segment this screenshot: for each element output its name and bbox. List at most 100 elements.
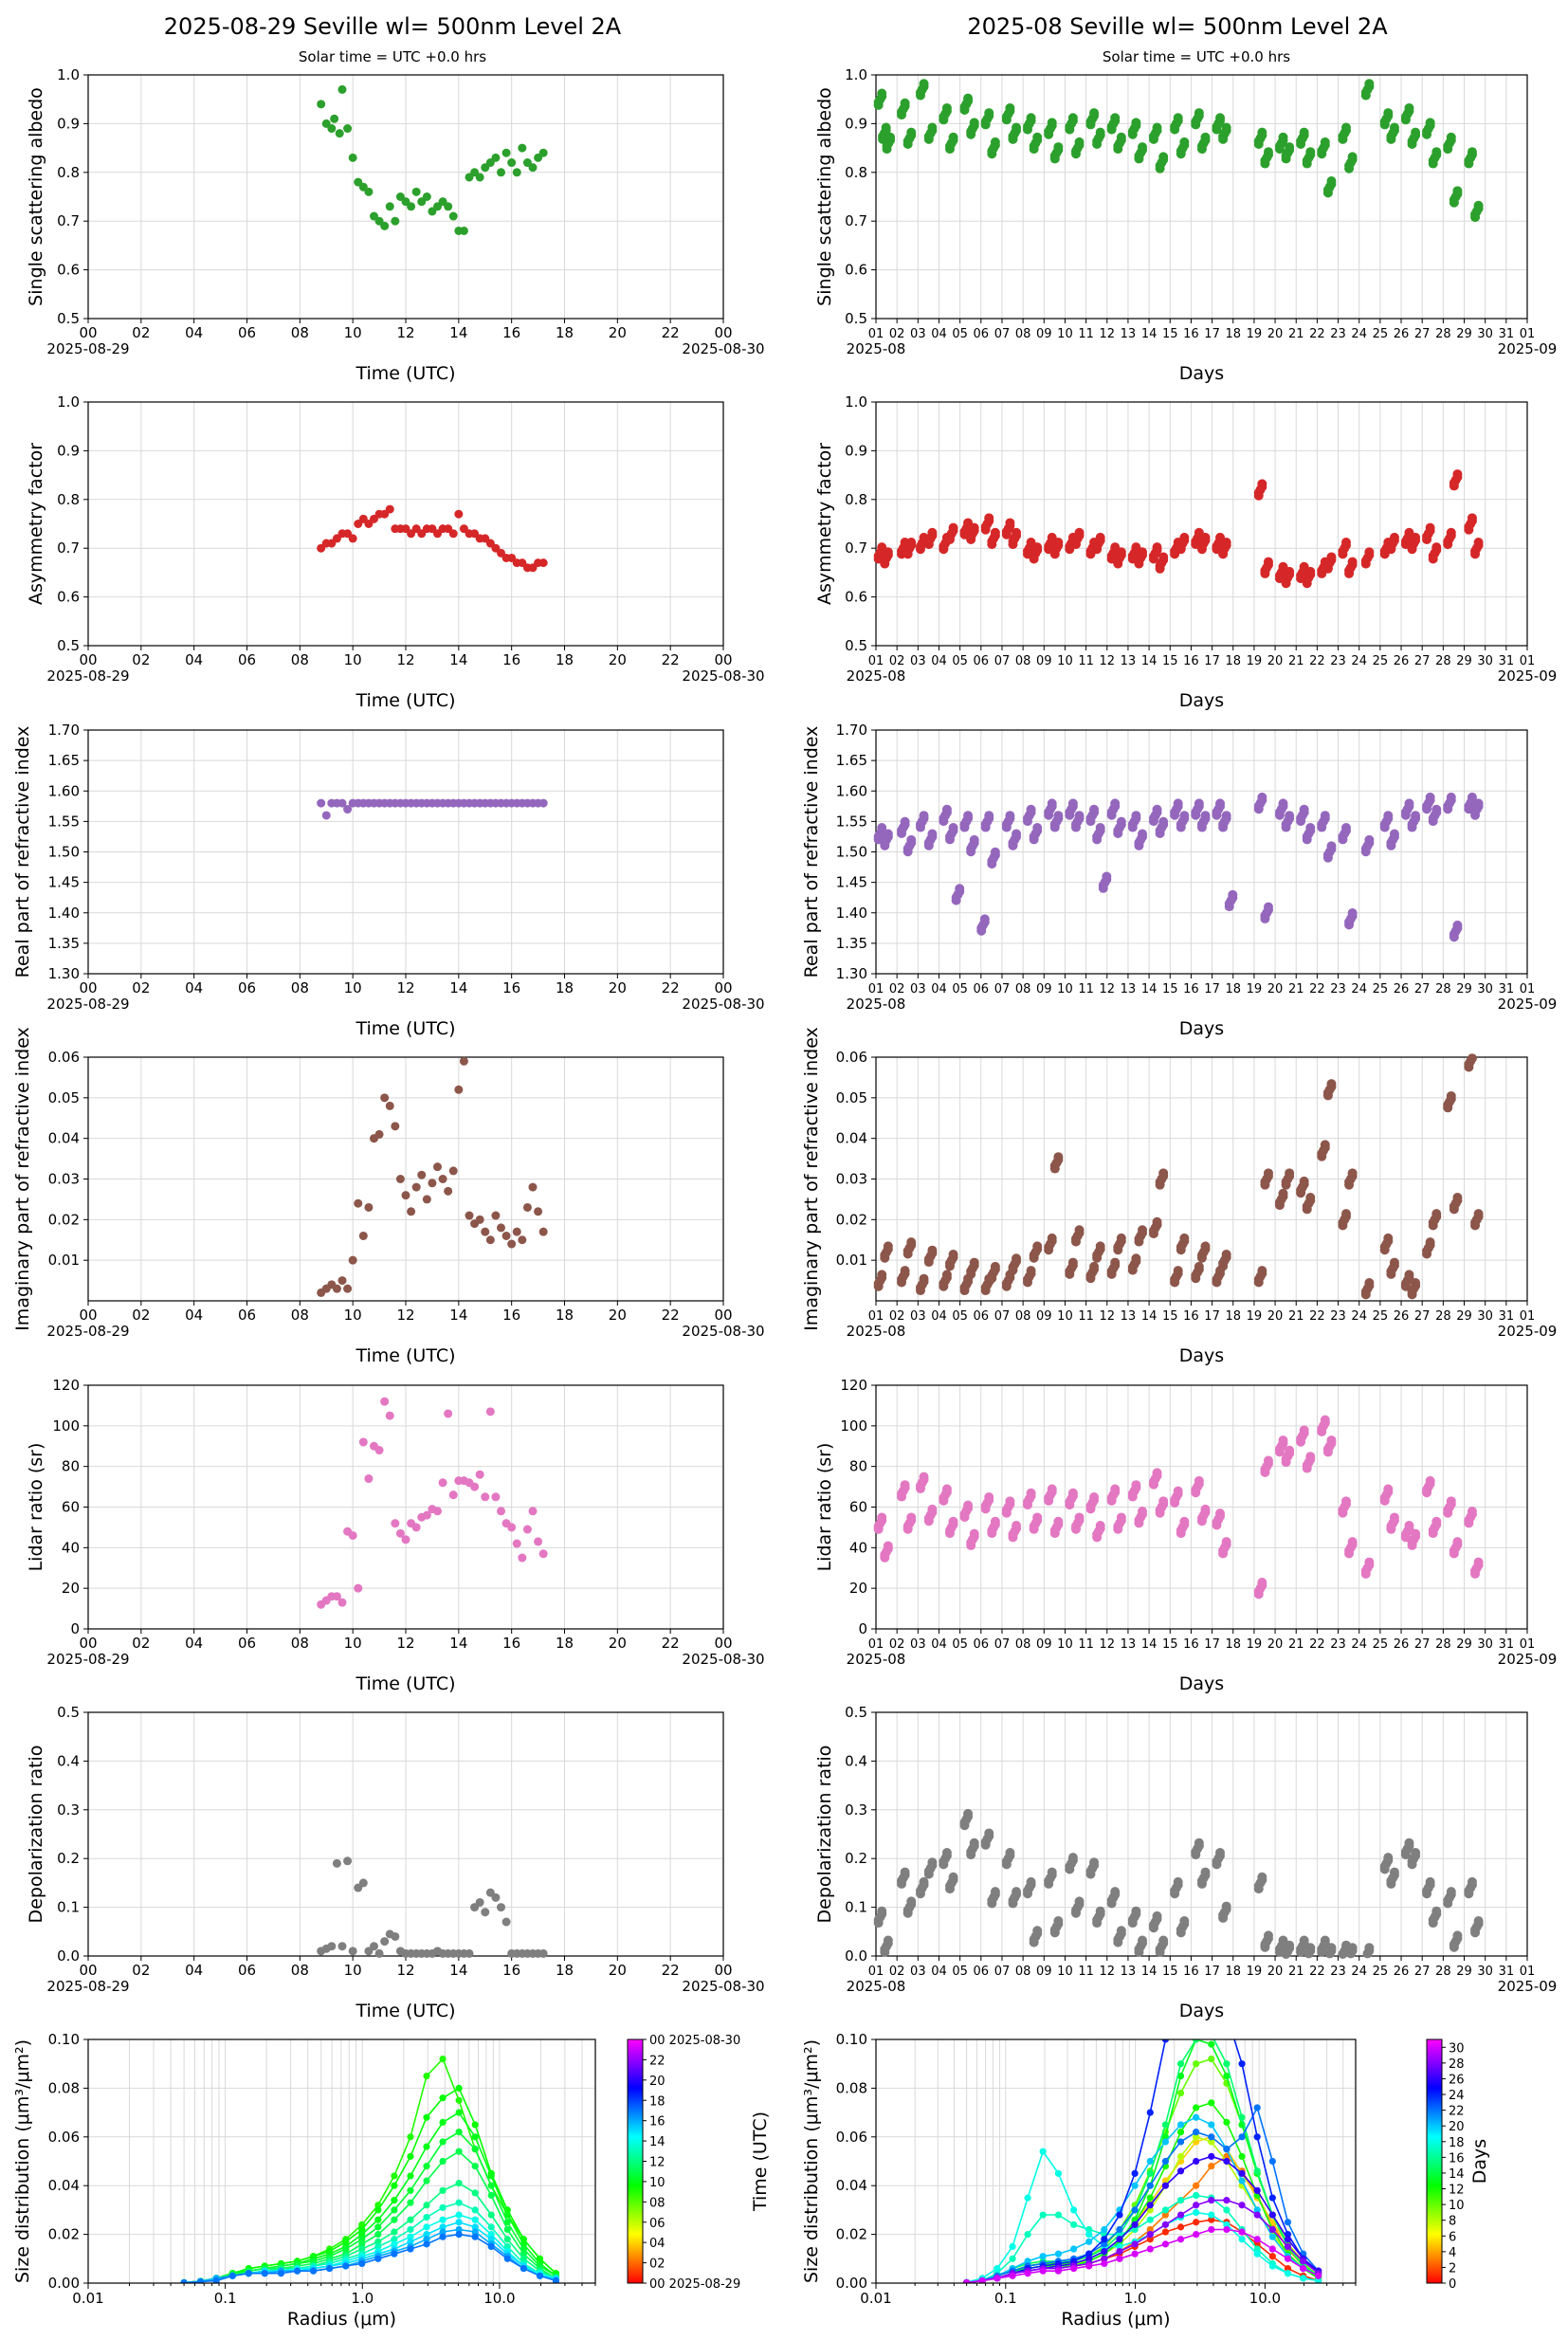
- data-point: [1113, 558, 1123, 569]
- data-point: [923, 1869, 934, 1879]
- data-point: [906, 1237, 917, 1248]
- data-point: [1191, 1488, 1201, 1498]
- data-point: [1026, 1488, 1036, 1498]
- x-end-label: 2025-08-30: [682, 1323, 764, 1340]
- x-tick-label: 11: [1078, 982, 1094, 996]
- data-point: [1422, 1249, 1432, 1259]
- data-point: [923, 840, 934, 850]
- x-tick-label: 18: [556, 1307, 574, 1324]
- data-point: [1467, 147, 1477, 157]
- data-point: [969, 834, 979, 845]
- data-point: [1008, 1265, 1018, 1275]
- colorbar-tick-label: 26: [1449, 2073, 1465, 2087]
- x-tick-label: 10: [344, 1962, 362, 1979]
- data-point: [380, 221, 390, 230]
- data-point: [395, 1528, 405, 1538]
- data-point: [1425, 1475, 1435, 1486]
- series-point: [1101, 2259, 1108, 2268]
- series-point: [1146, 2236, 1154, 2243]
- data-point: [337, 84, 347, 94]
- series-point: [1300, 2264, 1307, 2273]
- data-point: [1326, 1079, 1337, 1089]
- data-point: [1008, 840, 1018, 850]
- data-point: [1127, 822, 1138, 832]
- series-point: [358, 2231, 366, 2239]
- x-start-label: 2025-08: [847, 667, 906, 685]
- data-point: [1067, 113, 1078, 123]
- data-point: [374, 1129, 384, 1139]
- series-line: [184, 2057, 556, 2283]
- data-point: [391, 1122, 400, 1131]
- series-point: [455, 2219, 463, 2226]
- data-point: [1134, 1236, 1144, 1247]
- data-point: [1155, 563, 1165, 574]
- x-tick-label: 14: [1141, 1637, 1158, 1652]
- monthly-depol-panel: 01 02 03 04 05 06 07 08 09 10 11 12 13 14 15 16 17 18 19 20…: [814, 1704, 1557, 2021]
- data-point: [1196, 1252, 1207, 1263]
- data-point: [1012, 1521, 1022, 1531]
- series-point: [342, 2238, 350, 2245]
- monthly-lidar-panel: 01 02 03 04 05 06 07 08 09 10 11 12 13 14 15 16 17 18 19 20…: [814, 1377, 1557, 1694]
- x-tick-label: 08: [1015, 327, 1031, 341]
- data-point: [507, 158, 517, 168]
- data-point: [1131, 118, 1141, 128]
- data-point: [1263, 1455, 1273, 1466]
- x-tick-label: 12: [396, 651, 414, 668]
- colorbar-tick-label: 0: [1449, 2277, 1456, 2292]
- colorbar-tick-label: 12: [1449, 2184, 1465, 2198]
- y-tick-label: 1.45: [48, 874, 80, 891]
- data-point: [919, 811, 929, 821]
- x-end-label: 2025-09: [1498, 1323, 1558, 1340]
- data-point: [1253, 804, 1264, 814]
- data-point: [337, 1942, 347, 1951]
- series-point: [520, 2255, 527, 2262]
- x-tick-label: 15: [1162, 654, 1178, 668]
- data-point: [1320, 1935, 1330, 1946]
- data-point: [1218, 1548, 1229, 1559]
- data-point: [391, 1519, 400, 1528]
- x-tick-label: 05: [952, 1309, 968, 1324]
- x-tick-label: 00: [714, 651, 732, 668]
- data-point: [1285, 566, 1295, 576]
- data-points: [873, 469, 1484, 589]
- data-point: [1212, 1859, 1222, 1870]
- data-point: [919, 79, 929, 89]
- data-point: [881, 122, 891, 133]
- y-tick-label: 0.04: [48, 1130, 80, 1147]
- series-point: [1208, 2225, 1215, 2234]
- data-point: [337, 1598, 347, 1607]
- data-point: [1428, 158, 1438, 169]
- data-point: [1320, 137, 1330, 147]
- data-point: [1176, 149, 1186, 159]
- series-point: [358, 2240, 366, 2248]
- data-point: [1299, 1935, 1309, 1946]
- data-point: [1102, 871, 1112, 882]
- y-tick-label: 1.0: [57, 66, 80, 83]
- x-tick-label: 01: [868, 654, 884, 668]
- x-start-label: 2025-08: [847, 1651, 906, 1668]
- data-point: [1138, 1225, 1148, 1235]
- data-point: [1386, 134, 1396, 144]
- x-tick-label: 04: [931, 982, 947, 996]
- y-tick-label: 100: [52, 1417, 80, 1435]
- data-point: [380, 1937, 390, 1947]
- data-point: [1113, 828, 1123, 838]
- x-tick-label: 06: [974, 327, 990, 341]
- x-tick-label: 28: [1435, 1637, 1451, 1652]
- series-point: [1268, 2157, 1276, 2166]
- data-point: [1179, 532, 1190, 542]
- data-point: [1452, 1930, 1463, 1941]
- series-point: [1253, 2104, 1261, 2111]
- data-point: [1464, 158, 1474, 169]
- data-point: [1431, 1209, 1442, 1219]
- series-point: [455, 2084, 463, 2092]
- series-point: [391, 2250, 398, 2258]
- data-point: [1158, 1496, 1169, 1507]
- x-tick-label: 22: [1309, 1637, 1325, 1652]
- data-point: [1470, 1220, 1481, 1231]
- series-point: [1253, 2236, 1261, 2243]
- colorbar-label: Time (UTC): [750, 2111, 771, 2212]
- data-point: [882, 144, 892, 155]
- data-point: [332, 1858, 341, 1868]
- plot-frame: [875, 74, 1528, 320]
